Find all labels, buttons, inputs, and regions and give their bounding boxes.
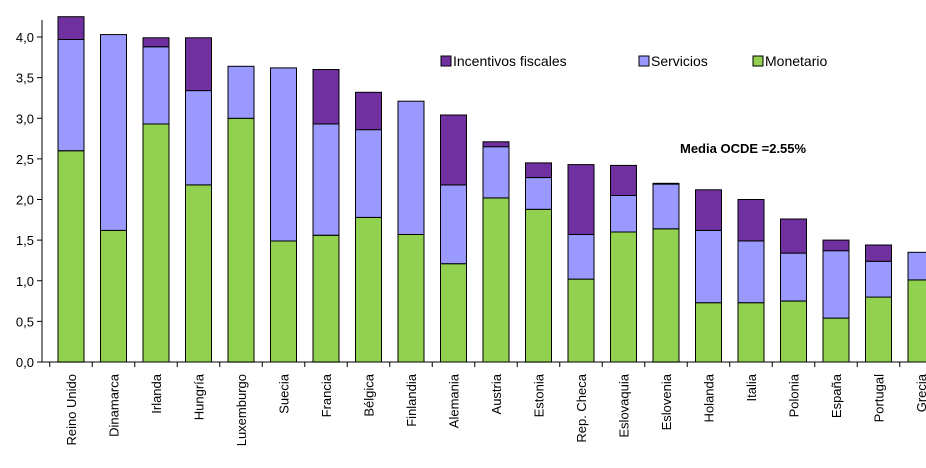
x-tick-label: Polonia (787, 373, 802, 417)
y-tick-label: 1,5 (16, 233, 34, 248)
x-tick-label: España (829, 373, 844, 418)
bar-servicios-14 (652, 183, 680, 230)
bar-incentivos-fiscales-17 (780, 218, 807, 254)
bar-incentivos-fiscales-7 (355, 91, 382, 131)
y-tick-label: 2,0 (16, 193, 34, 208)
bar-servicios-8 (397, 100, 425, 235)
bar-servicios-18 (822, 250, 850, 319)
bar-monetario-17 (780, 300, 807, 363)
x-tick-label: Grecia (914, 373, 926, 412)
x-tick-label: Hungría (192, 373, 207, 420)
y-tick-label: 0,0 (16, 355, 34, 370)
bar-incentivos-fiscales-3 (185, 37, 212, 92)
x-tick-label: Eslovenia (659, 373, 674, 430)
bar-monetario-3 (185, 184, 212, 363)
x-tick-label: Irlanda (149, 373, 164, 414)
y-tick-label: 4,0 (16, 30, 34, 45)
bar-monetario-1 (100, 229, 127, 363)
bar-incentivos-fiscales-16 (737, 199, 765, 242)
bar-monetario-16 (737, 302, 765, 363)
x-tick-label: Bélgica (362, 373, 377, 416)
legend-label: Incentivos fiscales (453, 53, 567, 69)
bar-incentivos-fiscales-14 (652, 182, 680, 185)
bar-servicios-11 (525, 177, 552, 210)
bar-monetario-15 (695, 302, 722, 363)
bar-incentivos-fiscales-13 (610, 164, 637, 196)
bar-servicios-17 (780, 252, 807, 302)
bar-monetario-5 (270, 240, 297, 363)
bar-incentivos-fiscales-10 (482, 141, 510, 148)
y-tick-label: 3,5 (16, 71, 34, 86)
bars-layer (57, 16, 926, 363)
x-tick-label: Alemania (447, 373, 462, 428)
bar-monetario-14 (652, 228, 680, 363)
bar-servicios-13 (610, 194, 637, 233)
bar-monetario-18 (822, 317, 850, 363)
x-tick-label: Reino Unido (64, 374, 79, 446)
bar-monetario-7 (355, 216, 382, 363)
bar-servicios-10 (482, 146, 510, 199)
legend-label: Monetario (765, 53, 827, 69)
bar-incentivos-fiscales-12 (567, 164, 595, 236)
x-tick-label: Finlandia (404, 373, 419, 427)
bar-monetario-13 (610, 231, 637, 363)
bar-incentivos-fiscales-19 (865, 244, 892, 262)
bar-servicios-16 (737, 240, 765, 304)
x-tick-label: Italia (744, 373, 759, 401)
bar-monetario-6 (312, 234, 340, 363)
bar-incentivos-fiscales-11 (525, 162, 552, 178)
bar-monetario-8 (397, 233, 425, 363)
bar-monetario-4 (227, 117, 255, 363)
bar-monetario-19 (865, 296, 892, 363)
legend-label: Servicios (651, 53, 708, 69)
bar-servicios-3 (185, 90, 212, 186)
x-tick-label: Eslovaquia (617, 373, 632, 437)
bar-monetario-12 (567, 278, 595, 363)
x-tick-label: Holanda (702, 373, 717, 422)
bar-incentivos-fiscales-6 (312, 69, 340, 125)
x-tick-label: Francia (319, 373, 334, 417)
bar-incentivos-fiscales-15 (695, 189, 722, 231)
x-tick-label: Portugal (872, 374, 887, 423)
bar-monetario-0 (57, 150, 85, 363)
bar-servicios-6 (312, 123, 340, 236)
x-tick-label: Dinamarca (107, 373, 122, 437)
oecd-average-annotation: Media OCDE =2.55% (680, 141, 807, 156)
y-tick-label: 0,5 (16, 314, 34, 329)
bar-monetario-20 (907, 279, 926, 363)
bar-servicios-15 (695, 229, 722, 304)
bar-servicios-5 (270, 67, 297, 242)
bar-servicios-1 (100, 34, 127, 231)
bar-servicios-7 (355, 129, 382, 218)
bar-incentivos-fiscales-2 (142, 37, 170, 48)
y-tick-label: 1,0 (16, 274, 34, 289)
bar-incentivos-fiscales-18 (822, 239, 850, 252)
legend-swatch (752, 55, 764, 67)
bar-monetario-11 (525, 208, 552, 363)
bar-monetario-10 (482, 197, 510, 363)
bar-servicios-4 (227, 65, 255, 119)
bar-servicios-12 (567, 233, 595, 280)
bar-servicios-9 (440, 184, 467, 265)
x-tick-label: Luxemburgo (234, 374, 249, 446)
bar-servicios-19 (865, 260, 892, 298)
x-tick-label: Suecia (277, 373, 292, 414)
x-tick-label: Estonia (532, 373, 547, 417)
y-tick-label: 3,0 (16, 111, 34, 126)
bar-servicios-2 (142, 46, 170, 125)
bar-monetario-2 (142, 123, 170, 363)
bar-servicios-20 (907, 251, 926, 281)
bar-monetario-9 (440, 263, 467, 363)
legend: Incentivos fiscales Servicios Monetario (440, 53, 827, 69)
x-tick-label: Rep. Checa (574, 373, 589, 442)
bar-incentivos-fiscales-9 (440, 114, 467, 186)
axes-layer: Reino Unido Dinamarca Irlanda Hungría Luxemb… (16, 20, 926, 446)
bar-servicios-0 (57, 38, 85, 152)
bar-incentivos-fiscales-0 (57, 16, 85, 40)
y-tick-label: 2,5 (16, 152, 34, 167)
legend-swatch (440, 55, 452, 67)
legend-swatch (638, 55, 650, 67)
x-tick-label: Austria (489, 373, 504, 414)
